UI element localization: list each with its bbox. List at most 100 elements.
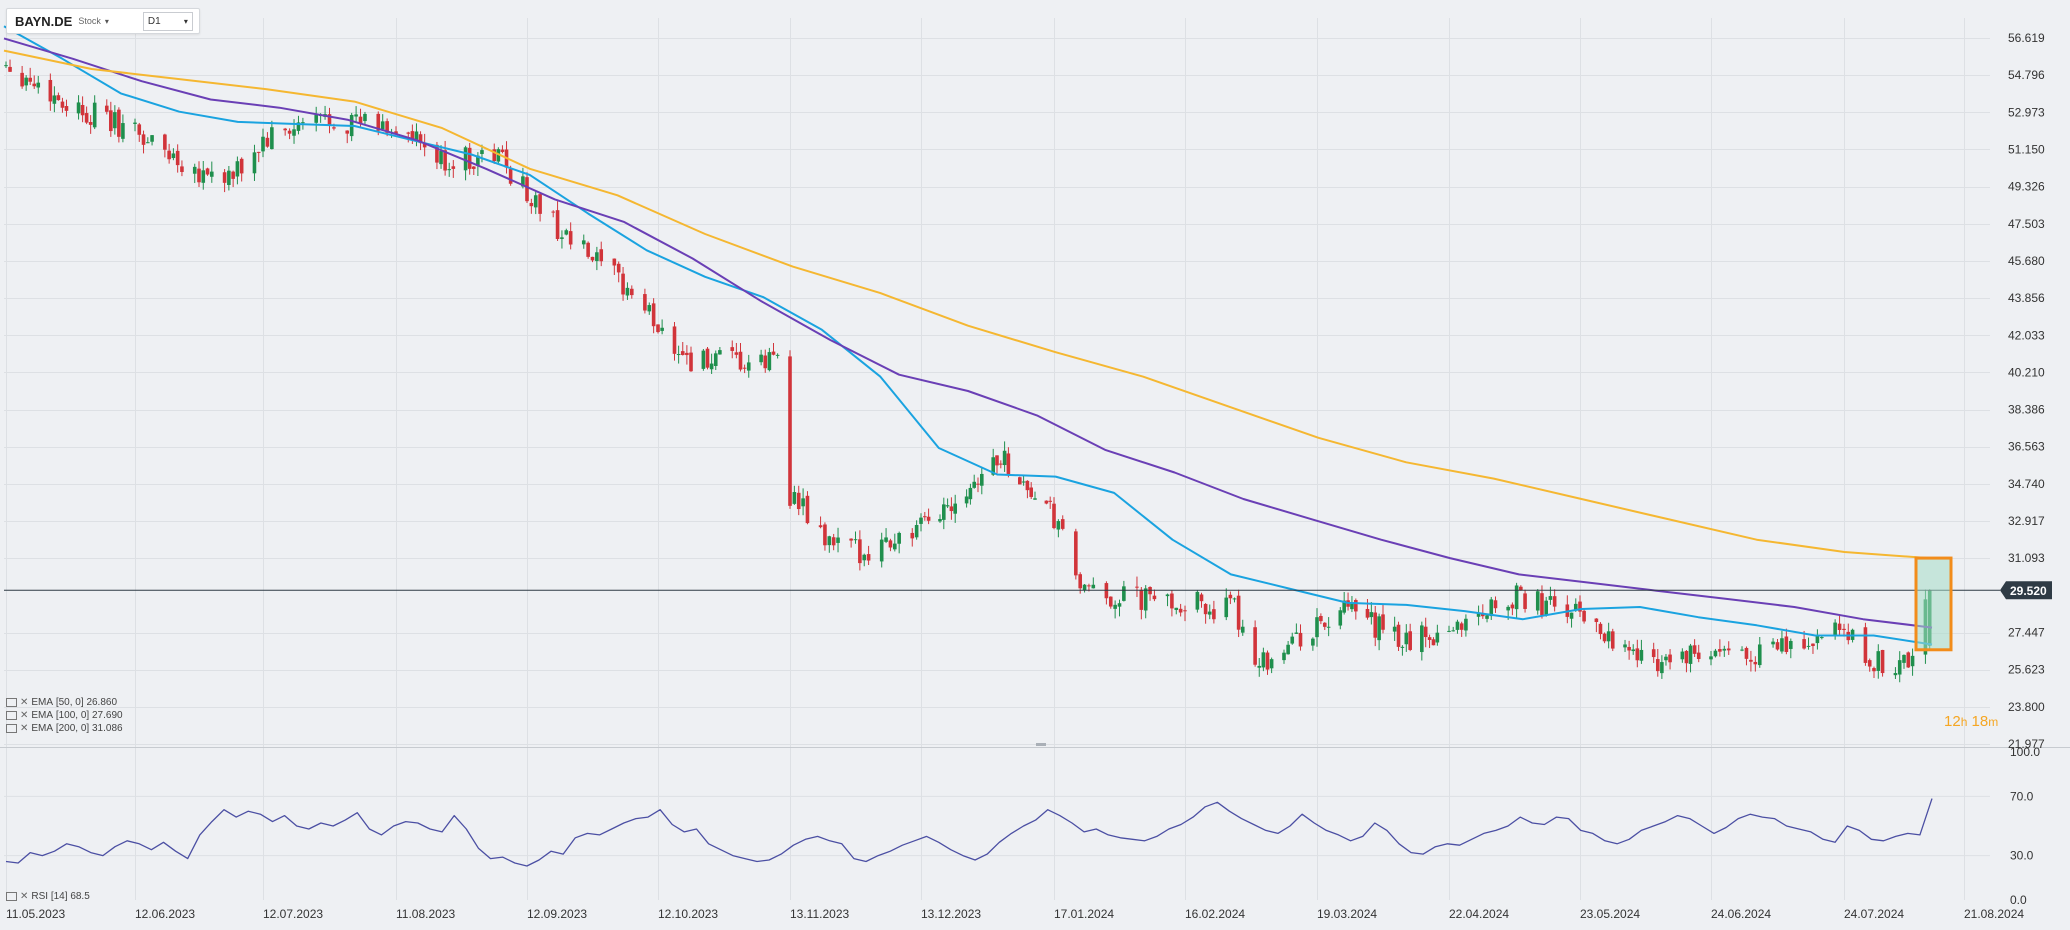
candle <box>551 210 555 218</box>
candle <box>167 143 171 164</box>
candle-body <box>884 537 888 542</box>
candle-body <box>256 151 261 153</box>
candle <box>818 516 823 529</box>
date-axis-label: 11.05.2023 <box>6 907 65 921</box>
caret-down-icon[interactable]: ▾ <box>104 16 109 26</box>
candle <box>910 528 915 547</box>
candle-body <box>1294 632 1299 634</box>
candle-body <box>801 498 805 507</box>
candle-body <box>287 130 292 134</box>
price-axis-label: 49.326 <box>2008 180 2045 194</box>
settings-icon[interactable] <box>6 892 17 901</box>
date-axis-label: 17.01.2024 <box>1054 907 1114 921</box>
candle <box>976 477 980 493</box>
candle-body <box>1048 500 1052 502</box>
settings-icon[interactable] <box>6 711 17 720</box>
candle <box>1294 623 1299 634</box>
settings-icon[interactable] <box>6 724 17 733</box>
candle <box>1261 647 1266 672</box>
candle-body <box>1684 650 1689 664</box>
candle-body <box>910 532 915 539</box>
candle <box>1540 585 1544 619</box>
candle-body <box>621 273 625 295</box>
candle <box>672 322 677 361</box>
candle-body <box>239 158 244 174</box>
close-icon[interactable]: ✕ <box>20 723 29 734</box>
candle <box>1002 441 1007 472</box>
close-icon[interactable]: ✕ <box>20 891 29 902</box>
candle <box>314 106 318 132</box>
candle <box>60 97 65 113</box>
indicator-params: [200, 0] <box>55 723 90 734</box>
candle-body <box>1236 595 1241 630</box>
candle <box>801 488 805 516</box>
candle <box>500 145 505 154</box>
candle-body <box>991 457 995 475</box>
candle <box>192 163 197 184</box>
candle-body <box>283 128 287 131</box>
candle-body <box>1544 600 1548 616</box>
candle-body <box>1740 649 1744 651</box>
candle-body <box>197 168 201 183</box>
candle <box>1420 621 1424 661</box>
candle-body <box>1269 659 1274 669</box>
candle-body <box>742 367 747 369</box>
indicator-params: [14] <box>50 891 68 902</box>
candle-body <box>763 355 768 369</box>
candle-body <box>1627 646 1631 651</box>
candle <box>1565 595 1570 624</box>
countdown-minutes-unit: m <box>1988 715 1999 729</box>
candle <box>1228 591 1233 605</box>
candle-body <box>301 122 305 124</box>
candle-body <box>28 77 32 82</box>
candle-body <box>1091 584 1096 589</box>
candle-body <box>1033 498 1037 500</box>
symbol-selector[interactable]: BAYN.DE Stock ▾ D1 ▾ <box>6 8 200 34</box>
candle <box>1048 496 1052 509</box>
candle <box>349 112 354 142</box>
candle-body <box>1837 623 1842 630</box>
timeframe-select[interactable]: D1 ▾ <box>142 11 193 31</box>
candle <box>1286 640 1290 655</box>
candle-body <box>1833 622 1837 636</box>
close-icon[interactable]: ✕ <box>20 697 29 708</box>
candle-body <box>564 230 569 235</box>
candle-body <box>292 129 296 136</box>
candle <box>327 107 332 134</box>
candle-body <box>1427 637 1432 640</box>
candle-body <box>476 155 480 167</box>
candle-body <box>150 135 154 142</box>
settings-icon[interactable] <box>6 698 17 707</box>
candle <box>1174 607 1179 615</box>
candle <box>210 161 214 183</box>
candle <box>24 75 28 91</box>
candle <box>1639 639 1644 664</box>
candle <box>1232 597 1237 603</box>
candle-body <box>1651 649 1656 658</box>
candle <box>1493 596 1498 613</box>
candle-body <box>1775 642 1780 650</box>
candle-body <box>718 350 722 355</box>
candle <box>647 302 652 315</box>
indicator-legend-ema100: ✕ EMA [100, 0] 27.690 <box>6 710 123 721</box>
candle-body <box>945 505 950 507</box>
candle <box>651 298 656 334</box>
candle-body <box>210 171 214 177</box>
candle-body <box>447 169 452 171</box>
candle <box>1447 625 1451 633</box>
candle-body <box>1688 645 1693 664</box>
close-icon[interactable]: ✕ <box>20 710 29 721</box>
candle <box>1265 650 1270 675</box>
candle-body <box>616 263 621 273</box>
candle <box>945 498 950 509</box>
candle-body <box>1240 626 1245 633</box>
candle-body <box>1298 632 1303 647</box>
candle <box>463 145 468 181</box>
price-axis-label: 38.386 <box>2008 403 2045 417</box>
candle <box>980 467 984 495</box>
candle-body <box>1594 618 1599 623</box>
candle <box>792 485 797 505</box>
candle-body <box>1510 604 1515 609</box>
candle-body <box>1078 574 1082 589</box>
